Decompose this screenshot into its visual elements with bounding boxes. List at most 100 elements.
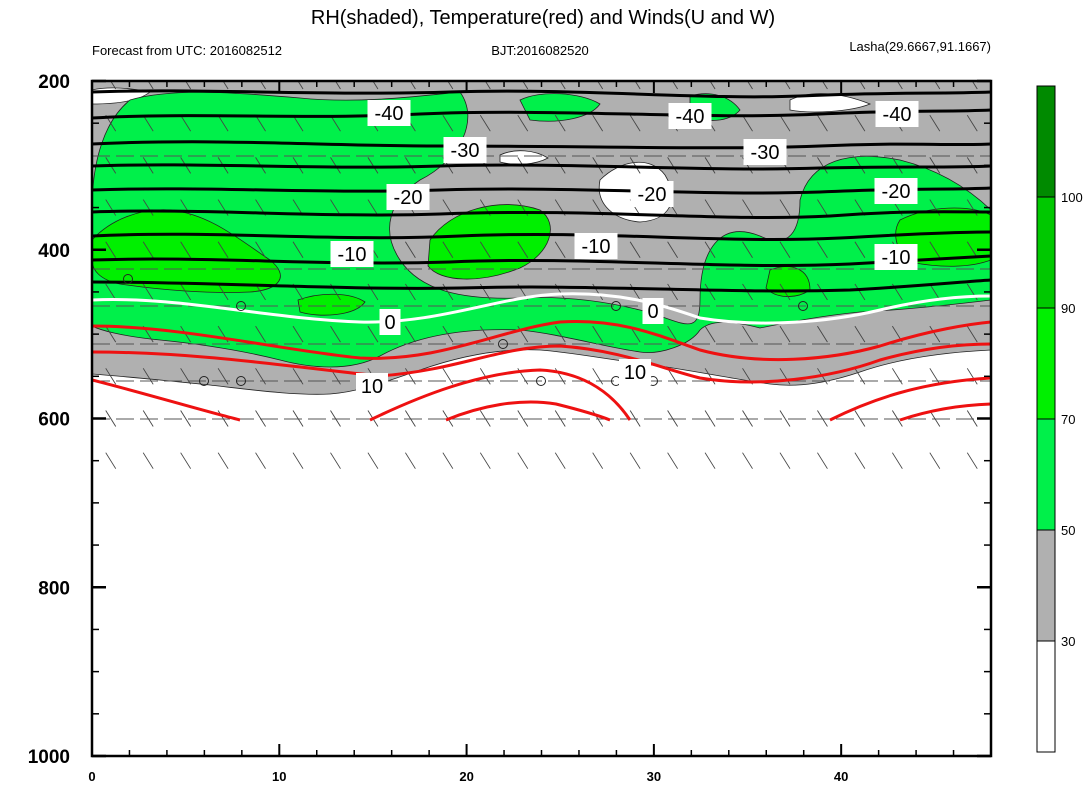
wind-barb: [367, 157, 379, 174]
bjt-time-label: BJT:2016082520: [491, 43, 589, 58]
wind-barb: [447, 81, 454, 90]
rh-missing-region: [92, 420, 991, 756]
wind-barb: [629, 283, 641, 301]
wind-barb: [554, 241, 566, 258]
contour-label: -20: [638, 184, 667, 206]
contour-label: -10: [882, 247, 911, 269]
wind-barb: [629, 157, 641, 174]
calm-marker: [611, 301, 621, 311]
wind-barb: [629, 452, 641, 469]
wind-barb: [405, 241, 416, 258]
wind-barb: [142, 114, 154, 132]
wind-barb: [592, 114, 604, 132]
temp-line-plus10-mid: [369, 368, 632, 422]
wind-barb: [180, 452, 192, 469]
contour-label: -20: [394, 187, 423, 209]
wind-barb: [817, 452, 828, 469]
contour-label-box: [619, 359, 651, 385]
y-tick-label: 200: [38, 72, 70, 93]
wind-barb: [330, 410, 341, 427]
wind-barb: [334, 81, 341, 90]
wind-barb: [784, 81, 791, 90]
contour-label: -30: [451, 140, 480, 162]
wind-barb: [742, 452, 753, 469]
wind-barb: [517, 325, 529, 343]
wind-barb: [704, 410, 716, 427]
dashed-reference-lines: [92, 155, 991, 420]
wind-barb: [292, 114, 304, 132]
wind-barb: [180, 283, 192, 301]
plot-area: [92, 81, 991, 756]
wind-barb: [367, 452, 379, 469]
wind-barb: [180, 114, 192, 132]
y-tick-label: 1000: [28, 747, 70, 768]
wind-barb: [667, 452, 678, 469]
wind-barb: [966, 114, 978, 132]
wind-barb: [522, 81, 529, 90]
contour-label-box: [443, 137, 487, 163]
rh-bright-green-region-lowleft: [297, 293, 366, 316]
wind-barb: [330, 199, 341, 216]
wind-barb: [222, 81, 229, 90]
contour-label-box: [386, 184, 430, 210]
wind-barb: [704, 241, 716, 258]
wind-barb: [817, 199, 828, 216]
wind-barb: [297, 81, 304, 90]
wind-barb: [746, 81, 753, 90]
colorbar-swatch: [1036, 640, 1056, 753]
wind-barb: [372, 81, 379, 90]
forecast-time-label: Forecast from UTC: 2016082512: [92, 43, 282, 58]
wind-barb: [709, 81, 716, 90]
wind-barb: [592, 325, 604, 343]
wind-barb: [479, 452, 491, 469]
wind-barb: [742, 410, 753, 427]
wind-barb: [854, 452, 866, 469]
colorbar-swatch: [1036, 85, 1056, 198]
wind-barb: [479, 241, 491, 258]
wind-barb: [180, 241, 192, 258]
wind-barb: [110, 81, 117, 90]
contour-label: 10: [361, 376, 383, 398]
wind-barb: [971, 81, 978, 90]
contour-label-box: [874, 178, 918, 204]
wind-barb: [517, 241, 529, 258]
colorbar-label: 100: [1061, 190, 1083, 205]
wind-barb: [255, 368, 266, 385]
colorbar-swatch: [1036, 307, 1056, 420]
contour-label-box: [642, 298, 664, 324]
wind-barb: [255, 410, 266, 427]
wind-barb: [405, 368, 416, 385]
contour-label: -40: [883, 104, 912, 126]
colorbar-label: 90: [1061, 301, 1075, 316]
wind-barb: [217, 114, 229, 132]
contour-label: -40: [375, 103, 404, 125]
wind-barb: [929, 157, 941, 174]
wind-barb: [929, 410, 941, 427]
wind-barb: [255, 241, 266, 258]
contour-label-box: [330, 241, 374, 267]
wind-barb: [742, 325, 753, 343]
wind-barb: [966, 325, 978, 343]
y-tick-label: 800: [38, 578, 70, 599]
wind-barb: [105, 452, 117, 469]
colorbar-swatch: [1036, 418, 1056, 531]
wind-barb: [859, 81, 866, 90]
wind-barb: [142, 199, 154, 216]
colorbar: 30 50 70 90 100: [1036, 85, 1083, 753]
wind-barb: [185, 81, 192, 90]
wind-barb: [934, 81, 941, 90]
wind-barb: [260, 81, 266, 90]
wind-barb: [405, 325, 416, 343]
wind-barb: [929, 114, 941, 132]
wind-barb: [147, 81, 154, 90]
wind-barb: [966, 241, 978, 258]
wind-barb: [667, 410, 678, 427]
temp-line-zero: [92, 292, 991, 325]
wind-barb: [629, 241, 641, 258]
colorbar-swatch: [1036, 196, 1056, 309]
wind-barb: [479, 114, 491, 132]
wind-barb: [854, 283, 866, 301]
calm-marker: [123, 274, 133, 284]
wind-barb: [484, 81, 491, 90]
